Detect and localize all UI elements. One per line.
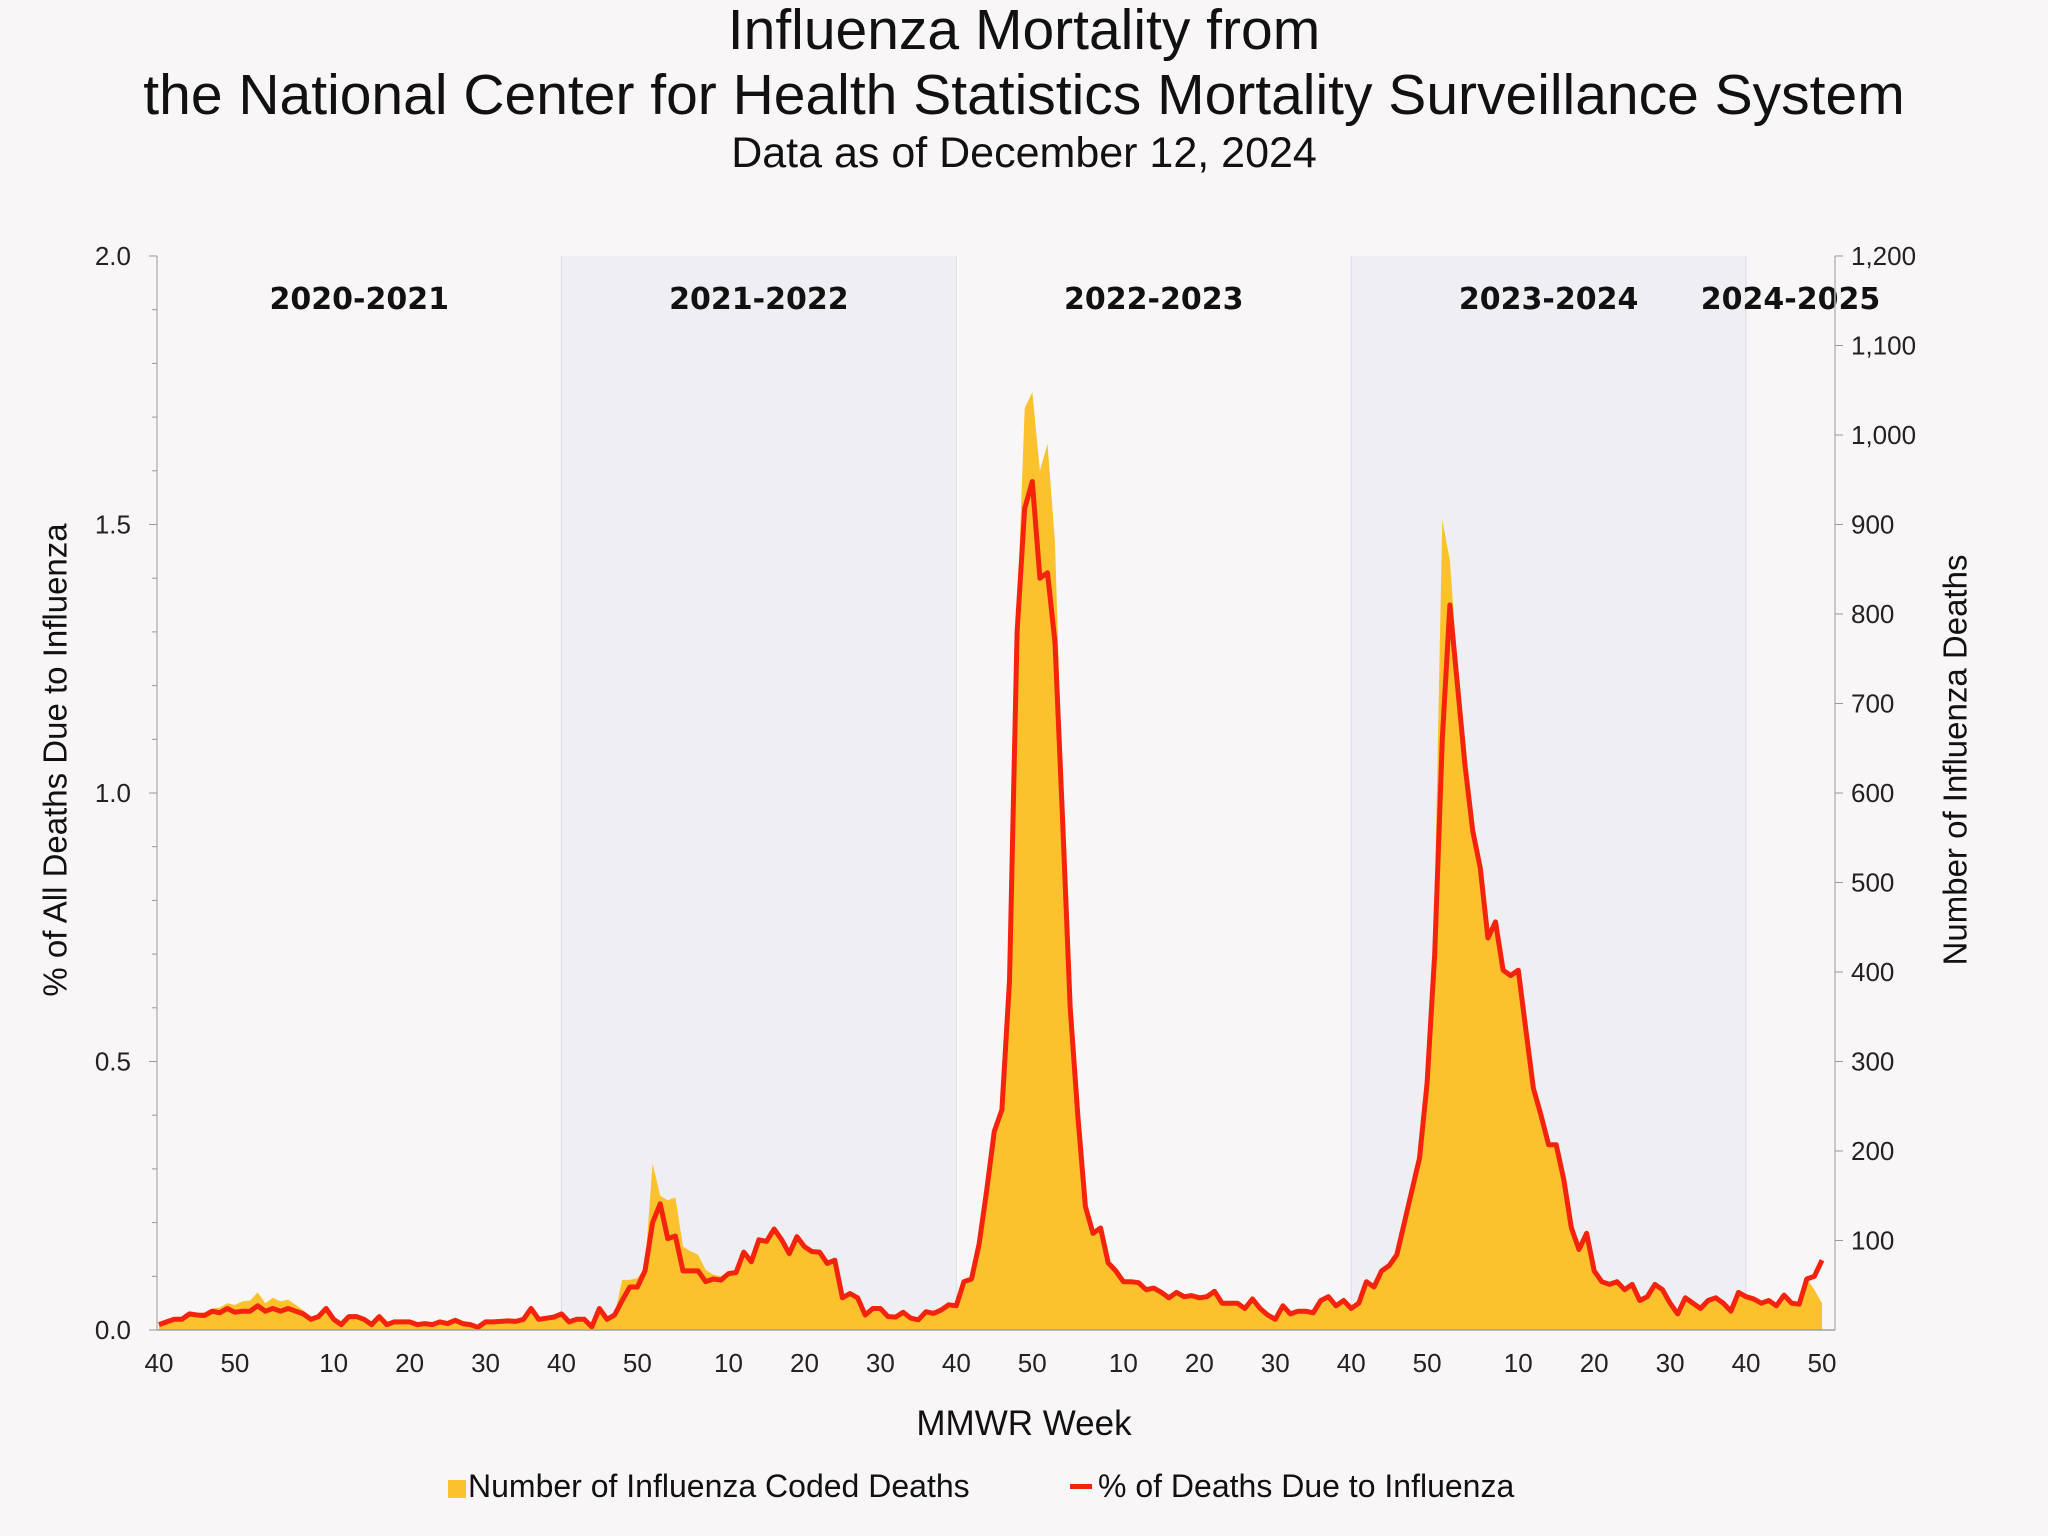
- right-axis-title: Number of Influenza Deaths: [1935, 554, 1973, 966]
- x-tick-label: 50: [1413, 1348, 1442, 1378]
- x-tick-label: 40: [1337, 1348, 1366, 1378]
- right-tick-label: 800: [1851, 599, 1894, 629]
- right-tick-label: 200: [1851, 1136, 1894, 1166]
- x-tick-label: 40: [942, 1348, 971, 1378]
- right-tick-label: 300: [1851, 1047, 1894, 1077]
- right-tick-label: 700: [1851, 689, 1894, 719]
- right-tick-label: 100: [1851, 1226, 1894, 1256]
- legend-label-percent: % of Deaths Due to Influenza: [1098, 1468, 1515, 1504]
- season-label: 2023-2024: [1459, 282, 1638, 317]
- left-tick-label: 1.0: [95, 778, 131, 808]
- x-axis-title: MMWR Week: [916, 1404, 1132, 1443]
- legend-area-swatch-icon: [448, 1479, 466, 1498]
- x-tick-label: 20: [1580, 1348, 1609, 1378]
- x-tick-label: 50: [1018, 1348, 1047, 1378]
- left-axis-title: % of All Deaths Due to Influenza: [36, 523, 74, 997]
- chart-subtitle: Data as of December 12, 2024: [731, 129, 1317, 177]
- legend-line-swatch-icon: [1070, 1484, 1092, 1489]
- right-tick-label: 500: [1851, 868, 1894, 898]
- x-tick-label: 50: [1808, 1348, 1837, 1378]
- left-tick-label: 0.5: [95, 1047, 131, 1077]
- x-tick-label: 10: [319, 1348, 348, 1378]
- x-tick-label: 10: [714, 1348, 743, 1378]
- x-tick-label: 30: [471, 1348, 500, 1378]
- x-tick-label: 40: [145, 1348, 174, 1378]
- x-tick-label: 20: [395, 1348, 424, 1378]
- right-tick-label: 400: [1851, 957, 1894, 987]
- chart-title-line1: Influenza Mortality from: [727, 0, 1321, 62]
- x-tick-label: 30: [1261, 1348, 1290, 1378]
- right-tick-label: 600: [1851, 778, 1894, 808]
- legend-item-deaths: Number of Influenza Coded Deaths: [448, 1468, 970, 1505]
- season-label: 2022-2023: [1064, 282, 1243, 317]
- x-tick-label: 30: [1656, 1348, 1685, 1378]
- right-tick-label: 900: [1851, 510, 1894, 540]
- x-tick-label: 10: [1504, 1348, 1533, 1378]
- x-tick-label: 50: [623, 1348, 652, 1378]
- left-tick-label: 2.0: [95, 241, 131, 271]
- right-tick-label: 1,000: [1851, 420, 1916, 450]
- legend-label-deaths: Number of Influenza Coded Deaths: [468, 1468, 970, 1504]
- x-tick-label: 40: [547, 1348, 576, 1378]
- x-tick-label: 30: [866, 1348, 895, 1378]
- x-tick-label: 40: [1732, 1348, 1761, 1378]
- percent-line: [158, 479, 1825, 1330]
- season-label: 2024-2025: [1701, 282, 1880, 317]
- chart-title-line2: the National Center for Health Statistic…: [143, 63, 1905, 127]
- x-tick-label: 20: [790, 1348, 819, 1378]
- season-band-2021-2022: [561, 256, 957, 1330]
- right-tick-label: 1,200: [1851, 241, 1916, 271]
- right-tick-label: 1,100: [1851, 331, 1916, 361]
- legend-item-percent: % of Deaths Due to Influenza: [1070, 1468, 1514, 1505]
- season-label: 2020-2021: [270, 282, 449, 317]
- x-tick-label: 10: [1109, 1348, 1138, 1378]
- season-label: 2021-2022: [669, 282, 848, 317]
- x-tick-label: 20: [1185, 1348, 1214, 1378]
- x-tick-label: 50: [220, 1348, 249, 1378]
- left-tick-label: 1.5: [95, 510, 131, 540]
- left-tick-label: 0.0: [95, 1315, 131, 1345]
